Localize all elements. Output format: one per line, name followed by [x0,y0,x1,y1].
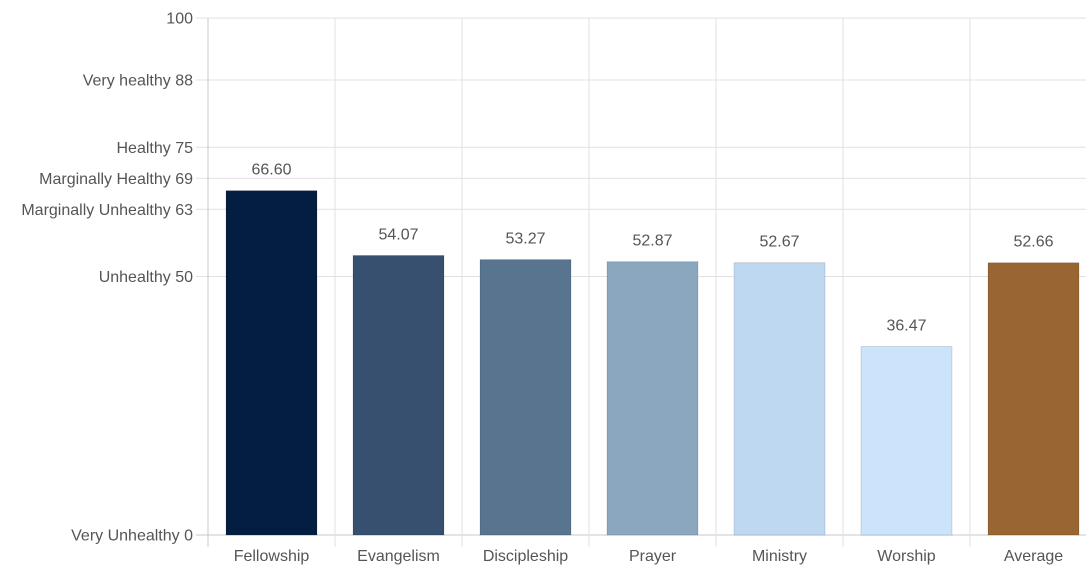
y-tick-label: Marginally Unhealthy 63 [21,202,193,219]
x-tick-label: Prayer [629,548,677,565]
bar-evangelism [352,254,445,536]
bar-discipleship [479,259,572,536]
x-tick-label: Ministry [752,548,807,565]
y-tick-label: Very healthy 88 [83,73,193,90]
y-tick-label: 100 [166,11,193,28]
x-tick-label: Worship [877,548,935,565]
y-tick-label: Healthy 75 [117,140,194,157]
bar-fellowship [225,190,318,536]
bar-value-label: 53.27 [505,231,545,248]
y-tick-label: Marginally Healthy 69 [39,171,193,188]
bar-value-label: 52.67 [759,234,799,251]
bar-ministry [733,262,826,536]
bar-worship [860,345,953,536]
x-tick-label: Fellowship [234,548,310,565]
x-tick-label: Evangelism [357,548,440,565]
bars [225,190,1080,536]
bar-value-label: 54.07 [378,226,418,243]
y-tick-label: Very Unhealthy 0 [71,528,193,545]
grid-lines [196,17,1086,547]
x-tick-label: Average [1004,548,1063,565]
bar-average [987,262,1080,536]
labels: Very Unhealthy 0 Unhealthy 50 Marginally U… [21,11,1063,566]
bar-prayer [606,261,699,536]
bar-value-label: 36.47 [886,317,926,334]
bar-value-label: 66.60 [251,162,291,179]
y-tick-label: Unhealthy 50 [99,269,193,286]
x-tick-label: Discipleship [483,548,568,565]
bar-value-label: 52.87 [632,233,672,250]
bar-value-label: 52.66 [1013,234,1053,251]
